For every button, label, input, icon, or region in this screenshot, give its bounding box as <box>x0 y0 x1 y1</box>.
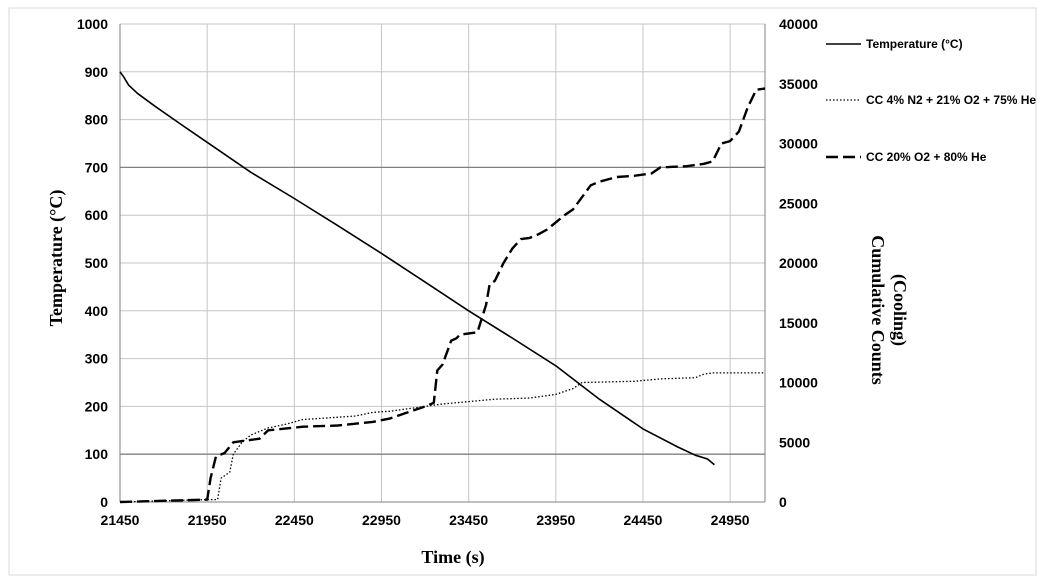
y-tick-label: 1000 <box>77 16 108 32</box>
y2-tick-label: 40000 <box>779 16 818 32</box>
x-tick-label: 24950 <box>711 512 750 528</box>
x-tick-label: 24450 <box>624 512 663 528</box>
y2-tick-label: 0 <box>779 494 787 510</box>
legend-label-cc-o2: CC 20% O2 + 80% He <box>866 150 987 164</box>
y-tick-label: 300 <box>85 351 109 367</box>
y2-axis-title: Cumulative Counts (Cooling) <box>868 235 910 385</box>
series-line-1 <box>119 372 765 503</box>
y-tick-label: 400 <box>85 303 109 319</box>
series-layer <box>119 71 766 504</box>
y2-tick-label: 35000 <box>779 76 818 92</box>
chart-border <box>8 7 1037 576</box>
axis-layer <box>119 24 766 503</box>
series-line-0 <box>119 71 715 466</box>
y2-axis-title-line2: (Cooling) <box>889 274 910 346</box>
label-layer: 21450 21950 22450 22950 23450 23950 24450 24950… <box>77 16 818 528</box>
y2-tick-label: 15000 <box>779 315 818 331</box>
legend-label-temperature: Temperature (°C) <box>866 37 963 51</box>
series-line-2 <box>119 87 766 504</box>
x-tick-label: 22950 <box>362 512 401 528</box>
x-tick-label: 21450 <box>101 512 140 528</box>
y-tick-label: 600 <box>85 207 109 223</box>
y-tick-label: 500 <box>85 255 109 271</box>
legend-label-cc-n2: CC 4% N2 + 21% O2 + 75% He <box>866 93 1036 107</box>
y-tick-label: 100 <box>85 446 109 462</box>
y2-tick-label: 30000 <box>779 136 818 152</box>
x-axis-title: Time (s) <box>421 547 484 568</box>
y2-tick-label: 10000 <box>779 375 818 391</box>
y2-tick-label: 20000 <box>779 255 818 271</box>
x-tick-label: 21950 <box>188 512 227 528</box>
y-axis-title: Temperature (°C) <box>46 190 67 327</box>
y2-tick-label: 5000 <box>779 434 810 450</box>
x-tick-label: 23450 <box>449 512 488 528</box>
y-tick-label: 200 <box>85 398 109 414</box>
x-tick-label: 22450 <box>275 512 314 528</box>
y2-tick-label: 25000 <box>779 195 818 211</box>
y-tick-label: 700 <box>85 159 109 175</box>
grid-layer <box>120 23 765 502</box>
y-tick-label: 0 <box>100 494 108 510</box>
y-tick-label: 800 <box>85 112 109 128</box>
y-tick-label: 900 <box>85 64 109 80</box>
x-tick-label: 23950 <box>536 512 575 528</box>
y2-axis-title-line1: Cumulative Counts <box>868 235 888 385</box>
legend: Temperature (°C) CC 4% N2 + 21% O2 + 75%… <box>826 37 1036 164</box>
